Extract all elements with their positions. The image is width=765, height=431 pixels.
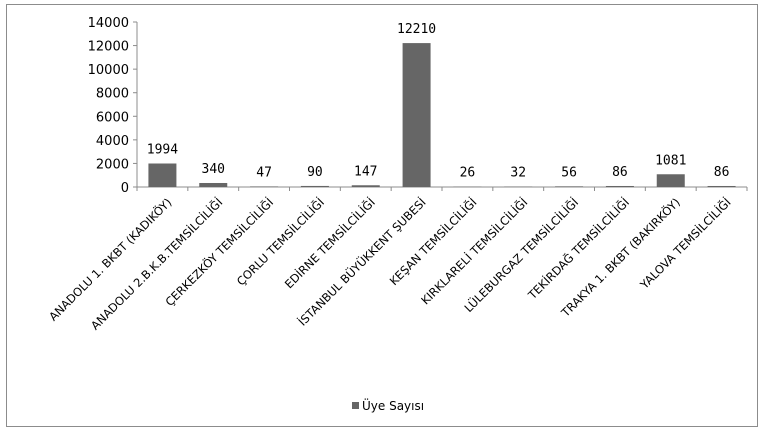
data-label: 47 — [256, 165, 272, 180]
bar — [199, 182, 228, 187]
category-label: EDİRNE TEMSİLCİLİĞİ — [281, 195, 378, 292]
y-tick-label: 4000 — [96, 134, 129, 149]
data-label: 86 — [714, 165, 730, 180]
y-tick-label: 8000 — [96, 87, 129, 102]
chart-frame — [6, 4, 758, 427]
data-label: 90 — [307, 165, 323, 180]
data-label: 56 — [561, 165, 577, 180]
legend-label: Üye Sayısı — [362, 397, 424, 413]
y-tick-label: 14000 — [88, 16, 129, 31]
data-label: 147 — [354, 164, 377, 179]
bar — [707, 185, 736, 187]
bar — [148, 163, 177, 187]
category-label: KIRKLARELİ TEMSİLCİLİĞİ — [418, 195, 531, 308]
bar — [402, 43, 431, 187]
y-tick-label: 2000 — [96, 157, 129, 172]
bar — [555, 186, 584, 187]
bar — [300, 185, 329, 187]
y-tick-label: 12000 — [88, 40, 129, 55]
data-label: 1081 — [655, 153, 686, 168]
legend-swatch — [352, 402, 359, 409]
data-label: 32 — [510, 166, 526, 181]
bar — [351, 185, 380, 187]
data-label: 340 — [202, 162, 225, 177]
data-label: 86 — [612, 165, 628, 180]
category-label: ÇORLU TEMSİLCİLİĞİ — [233, 195, 327, 289]
data-label: 26 — [460, 166, 476, 181]
y-tick-label: 0 — [121, 181, 129, 196]
y-tick-label: 10000 — [88, 63, 129, 78]
data-label: 1994 — [147, 142, 178, 157]
category-label: TEKİRDAĞ TEMSİLCİLİĞİ — [524, 195, 632, 303]
bar — [656, 174, 685, 187]
category-label: YALOVA TEMSİLCİLİĞİ — [636, 195, 734, 293]
y-tick-label: 6000 — [96, 110, 129, 125]
bar — [250, 186, 279, 187]
category-label: KEŞAN TEMSİLCİLİĞİ — [386, 195, 480, 289]
data-label: 12210 — [397, 22, 436, 37]
bar — [605, 185, 634, 187]
